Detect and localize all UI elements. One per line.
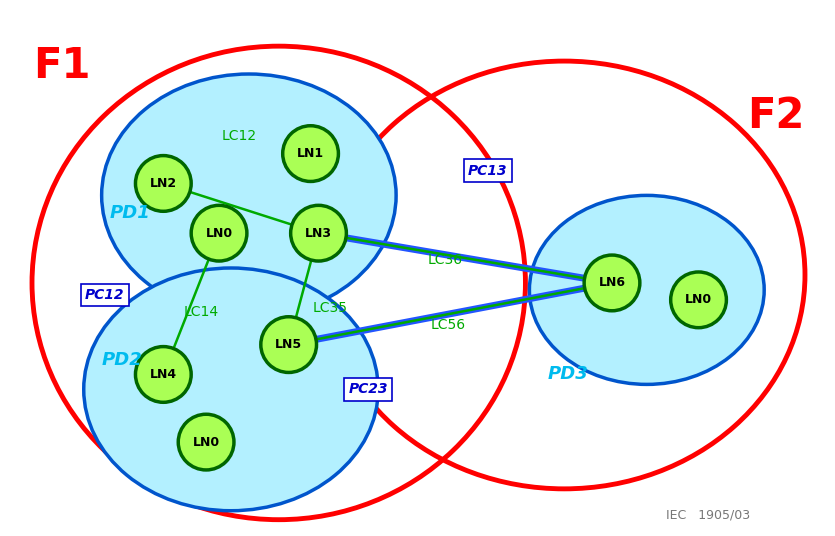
Text: LC36: LC36 — [428, 253, 463, 267]
Circle shape — [584, 255, 640, 311]
Ellipse shape — [102, 74, 396, 317]
Circle shape — [135, 155, 191, 211]
Text: LC12: LC12 — [221, 129, 256, 143]
Circle shape — [291, 205, 347, 261]
Text: PD1: PD1 — [109, 204, 150, 222]
Text: LN0: LN0 — [685, 293, 712, 307]
Text: LN1: LN1 — [297, 147, 324, 160]
Text: LC35: LC35 — [313, 301, 348, 315]
Text: PC23: PC23 — [348, 382, 388, 396]
Circle shape — [283, 126, 338, 182]
Text: LC56: LC56 — [430, 318, 465, 332]
Text: PD2: PD2 — [102, 351, 143, 369]
Text: LN0: LN0 — [193, 436, 220, 449]
Circle shape — [261, 317, 316, 373]
Text: LN6: LN6 — [599, 277, 625, 289]
Text: LN0: LN0 — [205, 227, 233, 240]
Text: LN5: LN5 — [275, 338, 302, 351]
Text: PD3: PD3 — [547, 366, 588, 383]
Text: F1: F1 — [33, 45, 91, 87]
Circle shape — [191, 205, 247, 261]
Text: PC12: PC12 — [85, 288, 124, 302]
Ellipse shape — [529, 196, 764, 384]
Text: F2: F2 — [747, 95, 805, 137]
Text: LC14: LC14 — [184, 305, 219, 319]
Circle shape — [135, 347, 191, 403]
Text: LN2: LN2 — [149, 177, 177, 190]
Circle shape — [178, 414, 234, 470]
Text: LN3: LN3 — [305, 227, 332, 240]
Text: LN4: LN4 — [149, 368, 177, 381]
Text: PC13: PC13 — [468, 163, 508, 177]
Ellipse shape — [84, 268, 378, 511]
Circle shape — [671, 272, 726, 327]
Text: IEC   1905/03: IEC 1905/03 — [666, 509, 751, 522]
